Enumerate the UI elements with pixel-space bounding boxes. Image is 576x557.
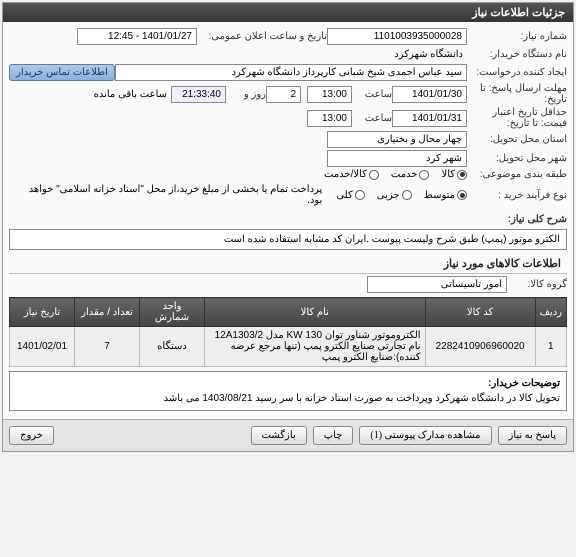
exit-button[interactable]: خروج bbox=[9, 426, 54, 445]
overall-desc-label: شرح کلی نیاز: bbox=[467, 214, 567, 225]
class-opt-both[interactable]: کالا/خدمت bbox=[324, 169, 379, 180]
buyer-note-text: تحویل کالا در دانشگاه شهرکرد وپرداخت به … bbox=[16, 393, 560, 404]
process-label: نوع فرآیند خرید : bbox=[467, 190, 567, 201]
deadline-time: 13:00 bbox=[307, 86, 352, 103]
buyer-org-label: نام دستگاه خریدار: bbox=[467, 49, 567, 60]
delivery-place-value: چهار محال و بختیاری bbox=[327, 131, 467, 148]
payment-note: پرداخت تمام یا بخشی از مبلغ خرید،از محل … bbox=[9, 182, 326, 208]
cell-qty: 7 bbox=[75, 327, 140, 367]
validity-time: 13:00 bbox=[307, 110, 352, 127]
requester-label: ایجاد کننده درخواست: bbox=[467, 67, 567, 78]
remain-label: ساعت باقی مانده bbox=[90, 87, 171, 102]
attachments-button[interactable]: مشاهده مدارک پیوستی (1) bbox=[359, 426, 491, 445]
delivery-city-label: شهر محل تحویل: bbox=[467, 153, 567, 164]
col-code: کد کالا bbox=[425, 298, 535, 327]
process-opt-major[interactable]: کلی bbox=[336, 190, 364, 201]
panel-title: جزئیات اطلاعات نیاز bbox=[3, 3, 573, 22]
class-opt-service[interactable]: خدمت bbox=[391, 169, 430, 180]
need-number-label: شماره نیاز: bbox=[467, 31, 567, 42]
cell-unit: دستگاه bbox=[140, 327, 205, 367]
remain-time: 21:33:40 bbox=[171, 86, 226, 103]
time-label-2: ساعت bbox=[352, 113, 392, 124]
need-details-panel: جزئیات اطلاعات نیاز شماره نیاز: 11010039… bbox=[2, 2, 574, 452]
cell-date: 1401/02/01 bbox=[10, 327, 75, 367]
class-opt-goods[interactable]: کالا bbox=[441, 169, 467, 180]
process-radio-group: متوسط جزیی کلی bbox=[336, 190, 467, 201]
buyer-note-box: توضیحات خریدار: تحویل کالا در دانشگاه شه… bbox=[9, 371, 567, 411]
class-label: طبقه بندی موضوعی: bbox=[467, 169, 567, 180]
items-table: ردیف کد کالا نام کالا واحد شمارش تعداد /… bbox=[9, 297, 567, 367]
process-opt-minor[interactable]: جزیی bbox=[377, 190, 412, 201]
footer-buttons: پاسخ به نیاز مشاهده مدارک پیوستی (1) چاپ… bbox=[3, 419, 573, 451]
validity-label: حداقل تاریخ اعتبار قیمت: تا تاریخ: bbox=[467, 107, 567, 129]
delivery-city-value: شهر کرد bbox=[327, 150, 467, 167]
table-row[interactable]: 1 2282410906960020 الکتروموتور شناور توا… bbox=[10, 327, 567, 367]
group-label: گروه کالا: bbox=[507, 279, 567, 290]
col-date: تاریخ نیاز bbox=[10, 298, 75, 327]
col-row: ردیف bbox=[535, 298, 566, 327]
cell-code: 2282410906960020 bbox=[425, 327, 535, 367]
items-section-header: اطلاعات کالاهای مورد نیاز bbox=[9, 254, 567, 274]
col-qty: تعداد / مقدار bbox=[75, 298, 140, 327]
requester-value: سید عباس احمدی شیخ شبانی کارپرداز دانشگا… bbox=[115, 64, 467, 81]
process-opt-medium[interactable]: متوسط bbox=[424, 190, 467, 201]
table-header-row: ردیف کد کالا نام کالا واحد شمارش تعداد /… bbox=[10, 298, 567, 327]
buyer-org-value: دانشگاه شهرکرد bbox=[390, 47, 467, 62]
panel-body: شماره نیاز: 1101003935000028 تاریخ و ساع… bbox=[3, 22, 573, 419]
validity-date: 1401/01/31 bbox=[392, 110, 467, 127]
time-label-1: ساعت bbox=[352, 89, 392, 100]
col-unit: واحد شمارش bbox=[140, 298, 205, 327]
delivery-place-label: استان محل تحویل: bbox=[467, 134, 567, 145]
deadline-label: مهلت ارسال پاسخ: تا تاریخ: bbox=[467, 83, 567, 105]
buyer-note-label: توضیحات خریدار: bbox=[16, 378, 560, 389]
back-button[interactable]: بازگشت bbox=[251, 426, 307, 445]
deadline-date: 1401/01/30 bbox=[392, 86, 467, 103]
cell-name: الکتروموتور شناور توان 130 KW مدل 12A130… bbox=[205, 327, 426, 367]
contact-buyer-button[interactable]: اطلاعات تماس خریدار bbox=[9, 64, 115, 81]
days-label: روز و bbox=[226, 89, 266, 100]
group-value: امور تاسیساتی bbox=[367, 276, 507, 293]
overall-desc-value: الکترو موتور (پمپ) طبق شرح ولیست پیوست .… bbox=[9, 229, 567, 250]
print-button[interactable]: چاپ bbox=[313, 426, 354, 445]
announce-value: 1401/01/27 - 12:45 bbox=[77, 28, 197, 45]
col-name: نام کالا bbox=[205, 298, 426, 327]
class-radio-group: کالا خدمت کالا/خدمت bbox=[324, 169, 467, 180]
cell-row: 1 bbox=[535, 327, 566, 367]
need-number-value: 1101003935000028 bbox=[327, 28, 467, 45]
announce-label: تاریخ و ساعت اعلان عمومی: bbox=[197, 31, 327, 42]
days-value: 2 bbox=[266, 86, 301, 103]
reply-button[interactable]: پاسخ به نیاز bbox=[498, 426, 568, 445]
